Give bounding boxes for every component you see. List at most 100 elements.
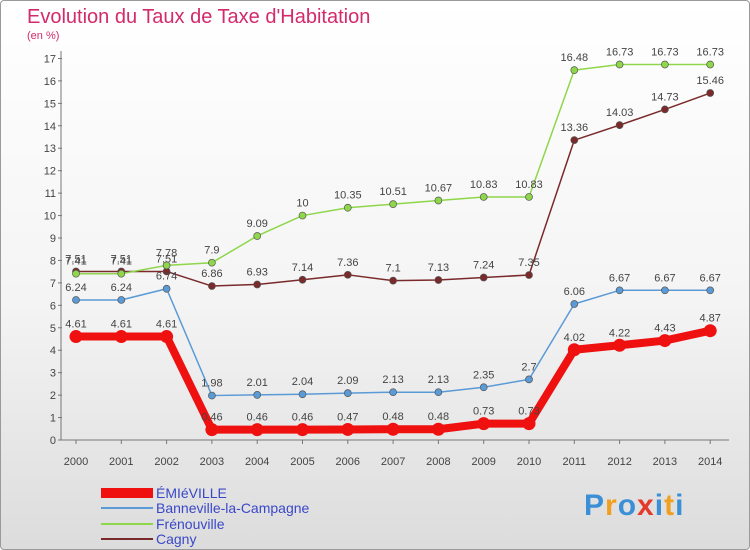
y-tick-label: 16	[44, 76, 56, 88]
series-2: 7.41 7.41 7.78 7.9 9.09 10 10.35 10.51 10.67 10.8…	[65, 47, 724, 278]
x-tick-label: 2010	[517, 456, 541, 468]
data-point	[208, 282, 216, 290]
y-tick-label: 3	[50, 368, 56, 380]
y-tick-label: 0	[50, 435, 56, 447]
data-label: 2.01	[246, 377, 267, 389]
data-label: 10.35	[334, 190, 362, 202]
data-point	[117, 296, 126, 304]
y-tick-label: 13	[44, 143, 56, 155]
data-point	[479, 273, 488, 282]
data-point	[160, 330, 174, 344]
data-label: 7.1	[385, 263, 400, 275]
data-label: 7.13	[428, 262, 449, 274]
data-point	[434, 196, 443, 205]
legend-swatch	[101, 507, 153, 509]
data-point	[661, 105, 669, 114]
data-label: 10	[296, 198, 308, 210]
x-tick-label: 2007	[381, 456, 405, 468]
data-label: 2.13	[382, 374, 403, 386]
data-point	[298, 211, 307, 220]
data-label: 0.73	[518, 406, 539, 418]
data-label: 14.03	[606, 107, 634, 119]
data-point	[706, 89, 715, 97]
x-tick-label: 2005	[290, 456, 314, 468]
data-point	[117, 269, 126, 278]
data-label: 16.73	[606, 47, 634, 59]
data-point	[386, 422, 400, 436]
data-label: 10.67	[425, 183, 453, 195]
legend-label: ÉMIéVILLE	[156, 485, 227, 501]
data-label: 6.06	[564, 286, 585, 298]
data-label: 7.36	[337, 257, 358, 269]
data-label: 4.61	[65, 319, 86, 331]
data-point	[296, 423, 309, 437]
data-point	[343, 203, 352, 212]
series-0: 4.61 4.61 4.61 0.46 0.46 0.46 0.47 0.48 0.48 0.73…	[65, 313, 721, 437]
data-point	[298, 390, 307, 399]
y-tick-label: 10	[44, 211, 56, 223]
x-tick-label: 2014	[698, 456, 722, 468]
data-point	[479, 383, 488, 392]
data-label: 7.24	[473, 260, 494, 272]
data-point	[208, 391, 216, 400]
data-point	[434, 388, 443, 397]
series-1: 6.24 6.24 6.74 1.98 2.01 2.04 2.09 2.13 2.13 2.35…	[65, 271, 721, 400]
data-point	[479, 193, 488, 201]
data-label: 4.22	[609, 327, 630, 339]
y-tick-label: 15	[44, 98, 56, 110]
data-label: 2.09	[337, 375, 358, 387]
data-point	[341, 422, 355, 436]
data-point	[162, 261, 171, 270]
data-label: 7.41	[65, 256, 86, 268]
legend-swatch	[101, 488, 153, 498]
x-tick-label: 2004	[245, 456, 269, 468]
data-point	[570, 300, 579, 308]
y-tick-label: 4	[50, 345, 56, 357]
data-label: 16.48	[561, 52, 589, 64]
series-3: 7.51 7.51 7.51 6.86 6.93 7.14 7.36 7.1 7.13 7.24 7…	[65, 75, 724, 290]
data-point	[658, 334, 672, 348]
data-label: 7.51	[65, 253, 86, 265]
data-point	[72, 296, 80, 304]
data-label: 4.87	[699, 313, 720, 325]
data-label: 15.46	[696, 75, 724, 87]
chart-unit-label: (en %)	[27, 30, 60, 42]
x-tick-label: 2012	[607, 456, 631, 468]
y-tick-label: 1	[50, 413, 56, 425]
data-point	[615, 121, 624, 129]
x-tick-label: 2000	[64, 456, 88, 468]
y-tick-label: 11	[45, 188, 56, 200]
data-label: 9.09	[246, 218, 267, 230]
data-label: 7.14	[292, 262, 313, 274]
data-label: 6.24	[65, 282, 86, 294]
y-tick-label: 14	[44, 121, 56, 133]
x-tick-label: 2008	[426, 456, 450, 468]
data-point	[114, 330, 128, 344]
data-point	[208, 258, 216, 267]
proxiti-logo: Proxiti	[584, 489, 685, 522]
data-point	[661, 60, 669, 69]
y-tick-label: 6	[50, 300, 56, 312]
data-point	[477, 417, 491, 431]
x-tick-label: 2011	[562, 456, 586, 468]
series-line	[76, 63, 711, 275]
data-point	[613, 338, 627, 352]
x-tick-label: 2009	[471, 456, 495, 468]
data-label: 0.46	[292, 412, 313, 424]
data-point	[570, 136, 579, 145]
x-tick-label: 2002	[154, 456, 178, 468]
data-label: 7.51	[156, 253, 177, 265]
x-tick-label: 2001	[109, 456, 133, 468]
data-point	[389, 200, 397, 208]
data-label: 13.36	[561, 122, 589, 134]
data-label: 10.83	[470, 179, 498, 191]
data-point	[434, 276, 443, 284]
data-point	[703, 324, 717, 338]
data-point	[525, 375, 533, 384]
data-label: 4.61	[156, 319, 177, 331]
x-tick-label: 2003	[200, 456, 224, 468]
data-label: 2.35	[473, 369, 494, 381]
y-tick-label: 2	[50, 390, 56, 402]
data-label: 10.51	[379, 186, 407, 198]
data-label: 4.43	[654, 323, 675, 335]
